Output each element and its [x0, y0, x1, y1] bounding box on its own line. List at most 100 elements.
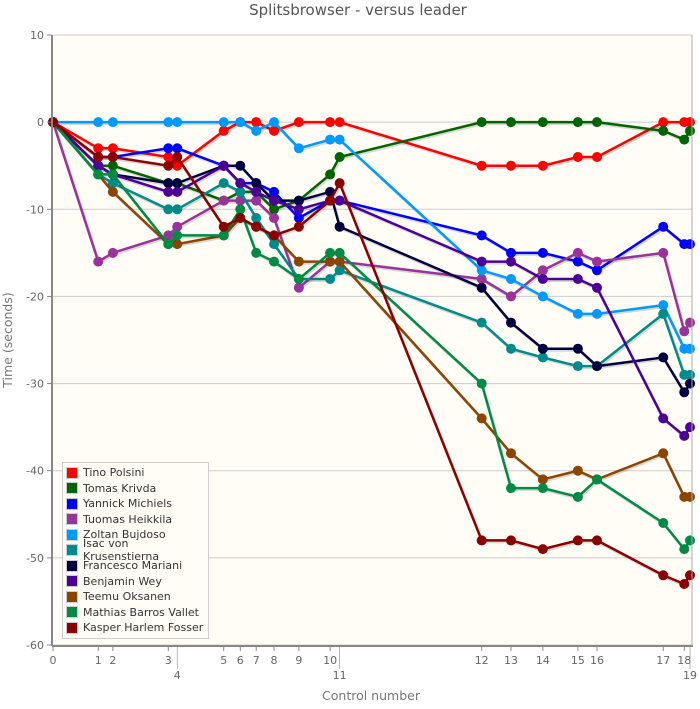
legend-item[interactable]: Mathias Barros Vallet [66, 605, 208, 621]
data-point[interactable] [572, 465, 583, 476]
data-point[interactable] [218, 221, 229, 232]
data-point[interactable] [334, 221, 345, 232]
data-point[interactable] [251, 125, 262, 136]
data-point[interactable] [658, 247, 669, 258]
data-point[interactable] [218, 178, 229, 189]
data-point[interactable] [325, 247, 336, 258]
legend-item[interactable]: Benjamin Wey [66, 574, 208, 590]
data-point[interactable] [685, 369, 695, 380]
data-point[interactable] [235, 204, 246, 215]
data-point[interactable] [172, 178, 183, 189]
data-point[interactable] [506, 317, 517, 328]
data-point[interactable] [685, 239, 695, 250]
data-point[interactable] [251, 186, 262, 197]
data-point[interactable] [93, 143, 104, 154]
legend-item[interactable]: Yannick Michiels [66, 496, 208, 512]
data-point[interactable] [476, 317, 487, 328]
data-point[interactable] [658, 221, 669, 232]
data-point[interactable] [506, 160, 517, 171]
data-point[interactable] [506, 343, 517, 354]
data-point[interactable] [163, 143, 174, 154]
data-point[interactable] [476, 274, 487, 284]
data-point[interactable] [658, 125, 669, 136]
data-point[interactable] [537, 274, 548, 284]
data-point[interactable] [537, 291, 548, 302]
data-point[interactable] [293, 274, 304, 284]
data-point[interactable] [685, 317, 695, 328]
data-point[interactable] [506, 291, 517, 302]
legend-item[interactable]: Tino Polsini [66, 465, 208, 481]
data-point[interactable] [476, 117, 487, 128]
data-point[interactable] [251, 213, 262, 223]
data-point[interactable] [685, 125, 695, 136]
data-point[interactable] [572, 256, 583, 267]
data-point[interactable] [476, 160, 487, 171]
data-point[interactable] [658, 570, 669, 581]
data-point[interactable] [172, 204, 183, 215]
data-point[interactable] [293, 195, 304, 206]
data-point[interactable] [251, 195, 262, 206]
data-point[interactable] [269, 204, 280, 215]
data-point[interactable] [685, 570, 695, 581]
data-point[interactable] [572, 535, 583, 546]
data-point[interactable] [93, 256, 104, 267]
legend-item[interactable]: Zoltan Bujdoso [66, 527, 208, 543]
data-point[interactable] [572, 152, 583, 162]
data-point[interactable] [163, 152, 174, 162]
data-point[interactable] [658, 413, 669, 424]
data-point[interactable] [251, 221, 262, 232]
data-point[interactable] [269, 186, 280, 197]
data-point[interactable] [218, 230, 229, 241]
data-point[interactable] [506, 256, 517, 267]
data-point[interactable] [93, 169, 104, 180]
data-point[interactable] [172, 160, 183, 171]
data-point[interactable] [235, 186, 246, 197]
data-point[interactable] [572, 308, 583, 319]
data-point[interactable] [537, 474, 548, 485]
data-point[interactable] [476, 256, 487, 267]
data-point[interactable] [537, 352, 548, 363]
data-point[interactable] [679, 134, 690, 145]
data-point[interactable] [572, 361, 583, 372]
legend-item[interactable]: Kasper Harlem Fosser [66, 620, 208, 636]
data-point[interactable] [572, 274, 583, 284]
data-point[interactable] [476, 535, 487, 546]
data-point[interactable] [107, 186, 118, 197]
data-point[interactable] [476, 282, 487, 293]
data-point[interactable] [591, 308, 602, 319]
legend-item[interactable]: Teemu Oksanen [66, 589, 208, 605]
data-point[interactable] [325, 169, 336, 180]
data-point[interactable] [218, 125, 229, 136]
data-point[interactable] [658, 308, 669, 319]
data-point[interactable] [172, 143, 183, 154]
data-point[interactable] [93, 117, 104, 128]
data-point[interactable] [163, 117, 174, 128]
data-point[interactable] [679, 430, 690, 441]
data-point[interactable] [685, 117, 695, 128]
data-point[interactable] [235, 178, 246, 189]
data-point[interactable] [269, 213, 280, 223]
data-point[interactable] [163, 239, 174, 250]
data-point[interactable] [506, 274, 517, 284]
data-point[interactable] [293, 282, 304, 293]
data-point[interactable] [506, 117, 517, 128]
data-point[interactable] [269, 125, 280, 136]
data-point[interactable] [325, 195, 336, 206]
data-point[interactable] [269, 195, 280, 206]
data-point[interactable] [537, 247, 548, 258]
data-point[interactable] [235, 160, 246, 171]
data-point[interactable] [572, 117, 583, 128]
data-point[interactable] [163, 204, 174, 215]
data-point[interactable] [334, 256, 345, 267]
legend-item[interactable]: Tomas Krivda [66, 481, 208, 497]
data-point[interactable] [293, 143, 304, 154]
data-point[interactable] [172, 221, 183, 232]
data-point[interactable] [537, 265, 548, 276]
data-point[interactable] [572, 491, 583, 502]
data-point[interactable] [107, 152, 118, 162]
data-point[interactable] [269, 239, 280, 250]
data-point[interactable] [293, 213, 304, 223]
data-point[interactable] [269, 230, 280, 241]
data-point[interactable] [537, 117, 548, 128]
data-point[interactable] [163, 160, 174, 171]
